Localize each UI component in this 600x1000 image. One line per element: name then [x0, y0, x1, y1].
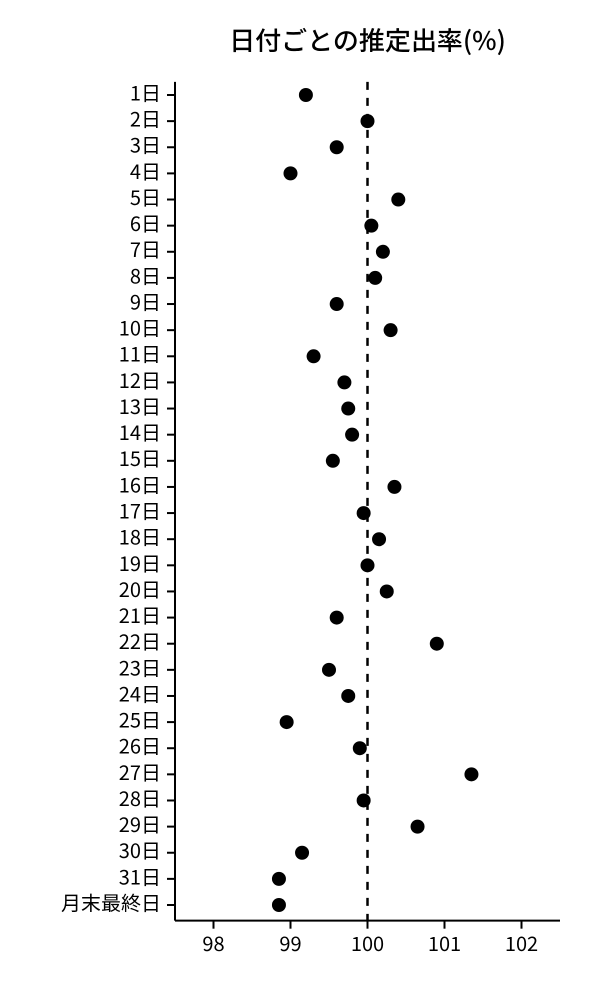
y-tick-label: 28日 [119, 783, 161, 812]
data-point [357, 793, 371, 807]
y-tick-label: 26日 [119, 731, 161, 760]
data-point [357, 506, 371, 520]
data-point [337, 375, 351, 389]
data-point [361, 558, 375, 572]
y-tick-label: 18日 [119, 522, 161, 551]
data-point [368, 271, 382, 285]
data-point [387, 480, 401, 494]
x-tick-label: 102 [505, 928, 538, 957]
y-tick-label: 14日 [119, 417, 161, 446]
data-point [280, 715, 294, 729]
y-tick-label: 4日 [130, 156, 161, 185]
y-tick-label: 17日 [119, 496, 161, 525]
y-tick-label: 22日 [119, 626, 161, 655]
data-point [376, 245, 390, 259]
data-point [272, 898, 286, 912]
chart-title: 日付ごとの推定出率(%) [229, 21, 506, 58]
x-tick-label: 99 [279, 928, 301, 957]
y-tick-label: 月末最終日 [61, 887, 161, 916]
y-tick-label: 16日 [119, 469, 161, 498]
y-tick-label: 6日 [130, 208, 161, 237]
y-tick-label: 13日 [119, 391, 161, 420]
y-tick-label: 12日 [119, 365, 161, 394]
y-tick-label: 29日 [119, 809, 161, 838]
plot-area: 1日2日3日4日5日6日7日8日9日10日11日12日13日14日15日16日1… [61, 77, 560, 957]
data-point [326, 454, 340, 468]
y-tick-label: 5日 [130, 182, 161, 211]
y-tick-label: 7日 [130, 234, 161, 263]
data-point [384, 323, 398, 337]
data-point [353, 741, 367, 755]
y-tick-label: 9日 [130, 286, 161, 315]
data-point [411, 820, 425, 834]
x-tick-label: 98 [202, 928, 224, 957]
data-point [284, 166, 298, 180]
y-tick-label: 24日 [119, 678, 161, 707]
y-tick-label: 19日 [119, 548, 161, 577]
data-point [345, 428, 359, 442]
y-tick-label: 8日 [130, 260, 161, 289]
data-point [464, 767, 478, 781]
data-point [299, 88, 313, 102]
y-tick-label: 3日 [130, 130, 161, 159]
chart-container: 日付ごとの推定出率(%) 1日2日3日4日5日6日7日8日9日10日11日12日… [0, 0, 600, 1000]
data-point [322, 663, 336, 677]
scatter-chart: 日付ごとの推定出率(%) 1日2日3日4日5日6日7日8日9日10日11日12日… [0, 0, 600, 1000]
y-tick-label: 2日 [130, 104, 161, 133]
x-tick-label: 100 [351, 928, 384, 957]
data-point [430, 637, 444, 651]
data-point [307, 349, 321, 363]
data-point [295, 846, 309, 860]
y-tick-label: 15日 [119, 443, 161, 472]
data-point [372, 532, 386, 546]
y-tick-label: 21日 [119, 600, 161, 629]
y-tick-label: 31日 [119, 861, 161, 890]
data-point [391, 193, 405, 207]
data-point [341, 402, 355, 416]
y-tick-label: 30日 [119, 835, 161, 864]
data-point [330, 297, 344, 311]
y-tick-label: 23日 [119, 652, 161, 681]
y-tick-label: 25日 [119, 705, 161, 734]
y-tick-label: 1日 [130, 77, 161, 106]
data-point [330, 611, 344, 625]
data-point [272, 872, 286, 886]
data-point [341, 689, 355, 703]
y-tick-label: 27日 [119, 757, 161, 786]
y-tick-label: 10日 [119, 313, 161, 342]
y-tick-label: 11日 [119, 339, 161, 368]
x-tick-label: 101 [428, 928, 461, 957]
data-point [364, 219, 378, 233]
y-tick-label: 20日 [119, 574, 161, 603]
data-point [330, 140, 344, 154]
data-point [361, 114, 375, 128]
data-point [380, 584, 394, 598]
